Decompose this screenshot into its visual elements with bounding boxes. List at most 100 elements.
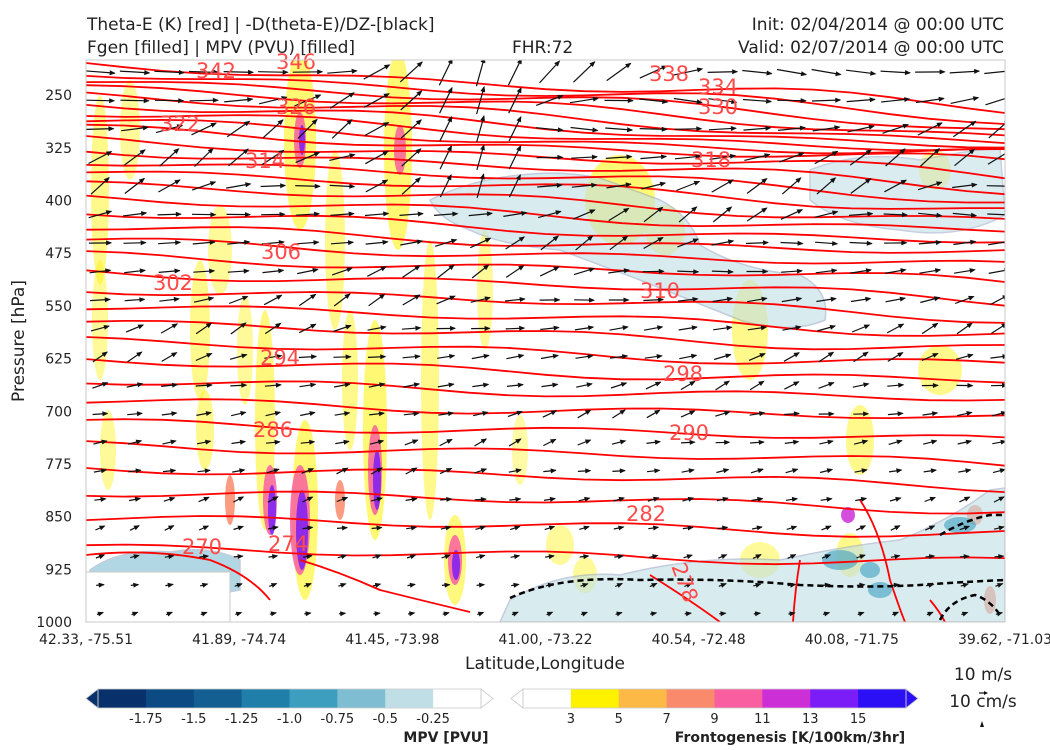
wind-vector-head: [477, 611, 485, 617]
fgen-colorbar-tick: 13: [802, 712, 819, 727]
wind-vector-head: [623, 268, 630, 274]
wind-vector-head: [689, 380, 696, 387]
wind-vector-head: [584, 496, 591, 502]
wind-vector-head: [863, 382, 870, 388]
wind-vector-head: [445, 525, 452, 531]
wind-vector-head: [518, 265, 525, 271]
wind-vector-head: [931, 411, 939, 417]
wind-vector-head: [756, 525, 763, 531]
theta-e-label: 334: [698, 75, 738, 99]
wind-vector-head: [730, 126, 737, 131]
mpv-colorbar: -1.75 -1.5 -1.25 -1.0 -0.75 -0.5 -0.25: [85, 688, 494, 727]
wind-vector-head: [306, 554, 313, 560]
wind-vector-head: [202, 554, 210, 559]
wind-vector-head: [346, 119, 353, 125]
wind-vector-head: [415, 119, 422, 126]
wind-vector-head: [206, 353, 213, 358]
wind-vector-head: [662, 99, 669, 104]
wind-vector-head: [897, 323, 905, 329]
theta-e-contour: [86, 118, 1005, 155]
wind-vector-head: [347, 240, 355, 246]
wind-vector-head: [1000, 411, 1005, 416]
wind-vector-head: [688, 468, 695, 474]
wind-vector-head: [726, 206, 733, 213]
wind-vector-head: [761, 296, 768, 302]
wind-vector-head: [686, 554, 693, 560]
wind-vector-head: [696, 126, 703, 132]
wind-vector-head: [449, 295, 456, 301]
mpv-colorbar-tick: -1.25: [225, 712, 259, 727]
wind-vector-head: [720, 611, 727, 617]
wind-vector-head: [928, 582, 935, 588]
wind-vector-head: [761, 207, 768, 213]
wind-vector-head: [133, 554, 140, 560]
wind-vector-head: [382, 239, 389, 245]
wind-vector-head: [791, 496, 799, 502]
wind-vector-head: [340, 611, 347, 617]
wind-vector-head: [1002, 295, 1005, 300]
wind-vector-head: [896, 439, 903, 445]
wind-vector-head: [585, 468, 592, 474]
wind-vector-head: [657, 325, 664, 331]
wind-vector-head: [797, 240, 804, 246]
wind-vector-head: [176, 124, 184, 130]
fgen-fill: [846, 405, 874, 475]
wind-vector-head: [550, 438, 557, 444]
wind-vector-head: [831, 150, 839, 156]
theta-e-contour: [86, 499, 946, 622]
wind-vector-head: [692, 238, 700, 244]
wind-vector-head: [239, 468, 246, 474]
wind-vector-head: [171, 382, 179, 388]
mpv-colorbar-segment: [98, 689, 147, 708]
mpv-colorbar-segment: [193, 689, 243, 708]
wind-vector-head: [518, 353, 525, 359]
theta-e-contour: [86, 213, 1005, 244]
wind-vector-head: [970, 239, 977, 245]
wind-vector-head: [724, 410, 731, 416]
wind-vector-head: [588, 297, 595, 303]
theta-e-contour: [86, 467, 1005, 493]
wind-vector-head: [693, 181, 701, 186]
wind-vector-head: [167, 582, 174, 588]
wind-vector-head: [939, 69, 946, 75]
fgen-core: [373, 450, 381, 510]
x-axis: 42.33, -75.51 41.89, -74.74 41.45, -73.98 4…: [39, 632, 1050, 648]
wind-vector-head: [974, 68, 981, 74]
wind-vector-head: [414, 265, 421, 271]
wind-vector-head: [279, 211, 286, 217]
wind-vector-head: [587, 235, 594, 241]
wind-vector-head: [726, 296, 734, 302]
wind-vector-head: [619, 409, 626, 415]
wind-vector-head: [661, 65, 668, 71]
wind-vector-head: [555, 210, 562, 216]
wind-vector-head: [583, 554, 590, 560]
x-tick-label: 41.00, -73.22: [498, 632, 592, 648]
wind-vector-head: [445, 468, 453, 473]
wind-vector-head: [307, 525, 314, 531]
wind-vector-head: [273, 468, 280, 474]
wind-vector-head: [859, 582, 866, 588]
theta-e-label: 330: [698, 95, 738, 119]
wind-vector-head: [512, 611, 519, 617]
wind-vector-head: [383, 93, 390, 99]
wind-vector-head: [858, 611, 865, 617]
wind-vector-head: [207, 147, 214, 154]
wind-vector-head: [1006, 184, 1012, 189]
wind-vector-head: [938, 96, 945, 102]
wind-vector-head: [587, 354, 594, 359]
wind-vector-head: [376, 467, 383, 473]
wind-vector-head: [655, 381, 662, 387]
mpv-colorbar-extend: [480, 688, 494, 709]
wind-vector-head: [862, 351, 869, 357]
wind-vector: [986, 185, 1005, 187]
wind-vector-head: [98, 554, 106, 560]
wind-vector-head: [276, 354, 283, 359]
wind-vector-head: [689, 410, 696, 416]
wind-vector-head: [761, 178, 768, 184]
d-theta-e-dz-contours: [509, 513, 1005, 621]
wind-vector-head: [622, 235, 629, 242]
wind-vector-head: [693, 269, 700, 275]
wind-vector-head: [417, 211, 424, 217]
wind-vector-head: [798, 152, 805, 158]
wind-vector-head: [902, 123, 909, 129]
